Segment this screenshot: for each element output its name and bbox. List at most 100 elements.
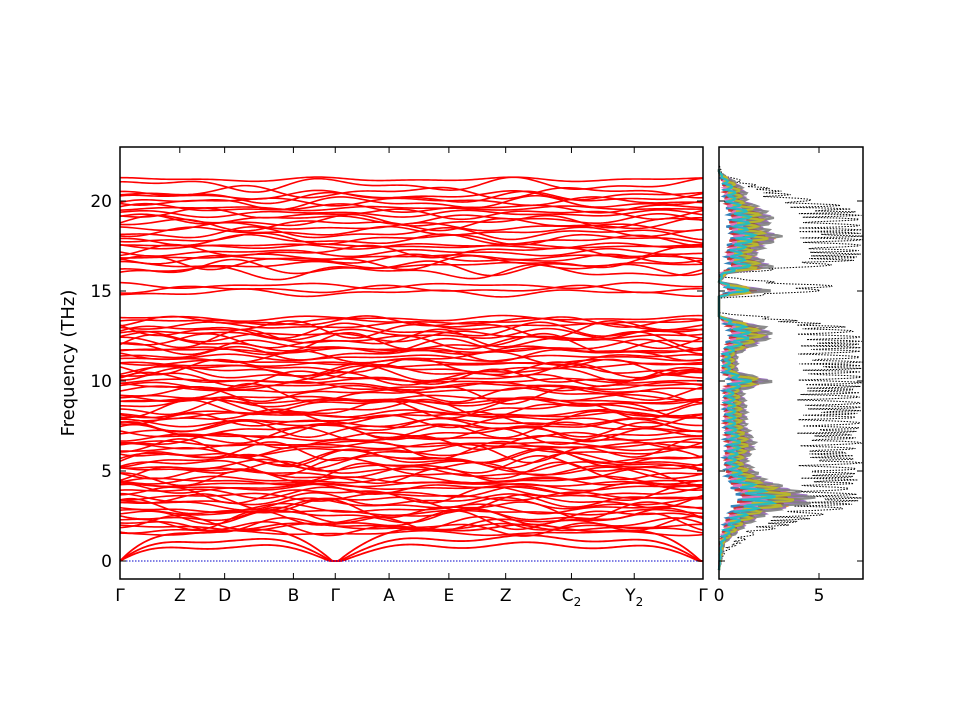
x-tick-label: E xyxy=(443,586,454,606)
band-line xyxy=(119,364,704,383)
band-line xyxy=(119,233,704,247)
band-line xyxy=(119,485,704,500)
band-line xyxy=(119,263,704,281)
band-line xyxy=(119,420,704,439)
band-line xyxy=(119,349,704,366)
y-tick-label: 15 xyxy=(90,282,112,302)
y-tick-label: 5 xyxy=(101,462,112,482)
band-line xyxy=(119,371,704,387)
band-line xyxy=(119,321,704,340)
band-line xyxy=(119,408,704,419)
dos-y-ticks xyxy=(719,200,863,562)
band-line xyxy=(119,458,704,473)
band-line xyxy=(119,467,704,487)
partial-dos-line xyxy=(717,169,769,571)
high-symmetry-dividers xyxy=(179,147,635,579)
band-line xyxy=(119,247,704,258)
band-axes-frame xyxy=(119,146,704,580)
x-tick-label: Y2 xyxy=(624,586,643,609)
band-line xyxy=(119,253,704,265)
band-line xyxy=(119,288,704,298)
band-line xyxy=(119,461,704,483)
band-line xyxy=(119,243,704,250)
band-x-ticks: Γ Z D B Γ A E Z C2 Y2 Γ xyxy=(115,586,708,609)
band-line xyxy=(119,412,704,429)
band-lines xyxy=(119,176,704,562)
y-axis-label: Frequency (THz) xyxy=(58,290,79,437)
acoustic-branch-line xyxy=(119,541,703,562)
band-line xyxy=(119,368,704,387)
band-line xyxy=(119,284,704,294)
x-tick-label: Z xyxy=(174,586,186,606)
x-tick-label: Z xyxy=(500,586,512,606)
band-line xyxy=(119,393,704,403)
band-line xyxy=(119,196,704,207)
band-line xyxy=(119,426,704,445)
band-line xyxy=(119,441,704,450)
x-tick-label: D xyxy=(218,586,231,606)
band-line xyxy=(119,423,704,443)
band-line xyxy=(119,411,704,420)
band-line xyxy=(119,496,704,511)
band-line xyxy=(119,176,704,193)
band-line xyxy=(119,189,704,201)
band-line xyxy=(119,205,704,212)
y-tick-label: 10 xyxy=(90,372,112,392)
band-line xyxy=(119,491,704,508)
band-line xyxy=(119,176,704,183)
band-line xyxy=(119,506,704,526)
x-tick-label: A xyxy=(383,586,395,606)
band-line xyxy=(119,253,704,271)
band-line xyxy=(119,213,704,229)
x-tick-label: Γ xyxy=(115,586,125,606)
y-tick-label: 0 xyxy=(101,552,112,572)
band-line xyxy=(119,337,704,356)
acoustic-branch-line xyxy=(119,523,703,562)
band-line xyxy=(119,314,704,323)
x-tick-label: Γ xyxy=(698,586,708,606)
band-line xyxy=(119,327,704,341)
band-line xyxy=(119,408,704,426)
band-line xyxy=(119,194,704,211)
band-structure-panel: 0 5 10 15 20 Γ Z D B Γ A E Z C2 Y2 Γ Frequency (THz) xyxy=(58,146,708,609)
band-line xyxy=(119,361,704,378)
band-line xyxy=(119,452,704,470)
band-line xyxy=(119,420,704,439)
band-line xyxy=(119,384,704,395)
dos-axes-frame xyxy=(718,146,864,580)
band-line xyxy=(119,476,704,486)
partial-dos-line xyxy=(717,169,778,571)
partial-dos-line xyxy=(717,169,789,571)
band-line xyxy=(119,447,704,466)
band-line xyxy=(119,353,704,362)
x-tick-label: B xyxy=(288,586,300,606)
band-line xyxy=(119,417,704,428)
dos-x-tick-label: 0 xyxy=(714,586,725,606)
band-line xyxy=(119,437,704,460)
band-line xyxy=(119,345,704,363)
partial-dos-line xyxy=(717,169,816,571)
band-line xyxy=(119,509,704,531)
dos-x-tick-label: 5 xyxy=(814,586,825,606)
band-line xyxy=(119,460,704,477)
band-line xyxy=(119,482,704,495)
band-line xyxy=(119,281,704,290)
band-line xyxy=(119,184,704,200)
band-line xyxy=(119,361,704,369)
band-line xyxy=(119,484,704,505)
band-line xyxy=(119,225,704,238)
band-line xyxy=(119,399,704,421)
band-line xyxy=(119,396,704,408)
band-line xyxy=(119,190,704,205)
band-line xyxy=(119,317,704,326)
band-line xyxy=(119,209,704,219)
band-line xyxy=(119,491,704,502)
band-line xyxy=(119,417,704,433)
dos-lines xyxy=(717,165,863,571)
band-line xyxy=(119,207,704,221)
x-tick-label: Γ xyxy=(331,586,341,606)
band-line xyxy=(119,226,704,241)
